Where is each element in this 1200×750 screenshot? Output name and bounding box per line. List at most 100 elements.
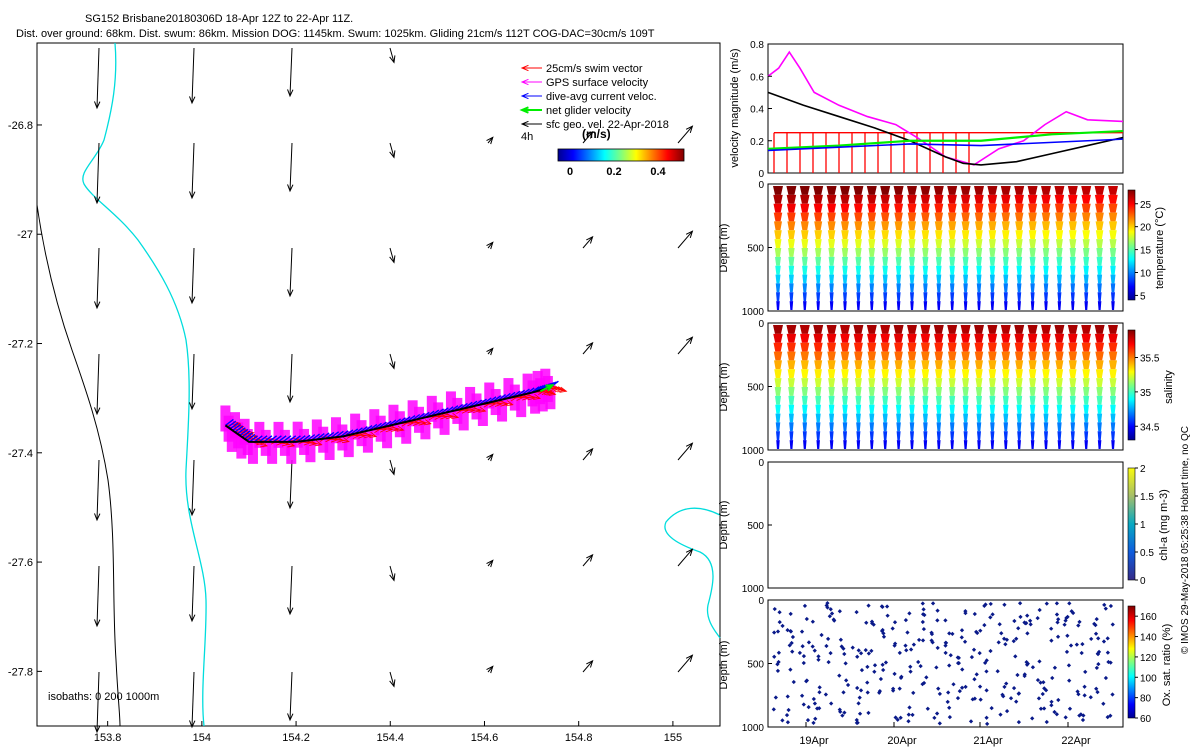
ox-point-6-5 bbox=[856, 701, 861, 706]
ox-point-15-2 bbox=[971, 647, 977, 652]
temp-content-seg-19-13 bbox=[1030, 301, 1035, 310]
sfc-arrow-5-6-head bbox=[586, 659, 594, 668]
sal-content-seg-7-5 bbox=[868, 369, 876, 379]
temp-content-seg-25-11 bbox=[1110, 283, 1116, 293]
legend-arrow-gps-head bbox=[520, 78, 529, 86]
ox-point-25-10 bbox=[1103, 675, 1109, 681]
ox-point-5-9 bbox=[842, 710, 847, 715]
temp-content-seg-18-11 bbox=[1016, 283, 1022, 293]
temp-content-seg-4-0 bbox=[826, 186, 837, 195]
sfc-arrow-2-1 bbox=[287, 142, 294, 193]
temp-content-seg-16-11 bbox=[990, 283, 995, 293]
sal-content-seg-10-9 bbox=[909, 404, 915, 414]
ox-point-11-2 bbox=[920, 619, 925, 625]
ox-point-2-9 bbox=[805, 718, 811, 723]
ox-point-19-11 bbox=[1025, 661, 1030, 666]
temp-content-seg-8-9 bbox=[882, 265, 888, 275]
ox-point-18-4 bbox=[1011, 686, 1017, 691]
sal-content-seg-23-7 bbox=[1082, 387, 1090, 396]
ox-point-12-2 bbox=[937, 691, 943, 696]
sal-content-seg-11-0 bbox=[920, 325, 931, 334]
net-glider-arrow bbox=[539, 384, 555, 393]
temp-content-seg-8-3 bbox=[880, 212, 890, 222]
sal-content-seg-20-2 bbox=[1041, 342, 1051, 352]
sal-content-seg-12-5 bbox=[935, 369, 943, 379]
sal-content-seg-5-7 bbox=[841, 387, 849, 396]
sfc-arrow-3-5 bbox=[389, 565, 396, 582]
sfc-arrow-3-2-head bbox=[389, 255, 396, 264]
temp-content-seg-0-2 bbox=[773, 203, 783, 213]
ox-point-8-1 bbox=[880, 662, 885, 667]
temp-content-seg-21-10 bbox=[1056, 274, 1062, 284]
ox-point-4-6 bbox=[824, 643, 829, 649]
title-line-2: Dist. over ground: 68km. Dist. swum: 86k… bbox=[16, 28, 655, 40]
temp-content-seg-19-9 bbox=[1029, 265, 1036, 275]
map-xtick-label-6: 155 bbox=[664, 732, 682, 744]
sfc-arrow-0-2-shaft bbox=[96, 247, 100, 309]
temp-content-seg-24-6 bbox=[1096, 239, 1104, 248]
temp-content-seg-13-1 bbox=[947, 194, 957, 204]
ox-cbar-label-3: 120 bbox=[1140, 653, 1157, 664]
temp-content-seg-9-5 bbox=[894, 230, 903, 240]
ox-point-13-7 bbox=[947, 663, 952, 668]
sal-content-seg-22-13 bbox=[1071, 440, 1075, 449]
sal-content-seg-7-1 bbox=[867, 333, 877, 343]
sal-content-seg-21-1 bbox=[1054, 333, 1065, 343]
ox-point-16-7 bbox=[982, 622, 987, 628]
sal-content-seg-2-12 bbox=[802, 431, 807, 441]
sal-content-seg-6-4 bbox=[854, 360, 863, 370]
sal-content-seg-11-4 bbox=[921, 360, 930, 370]
temp-content-seg-10-2 bbox=[907, 203, 917, 213]
ox-point-5-6 bbox=[838, 637, 843, 642]
sal-content-seg-21-0 bbox=[1054, 325, 1065, 334]
sfc-arrow-5-4-shaft bbox=[582, 448, 593, 461]
ox-point-9-5 bbox=[895, 717, 900, 722]
temp-content-seg-18-13 bbox=[1017, 301, 1021, 310]
ox-point-15-10 bbox=[972, 611, 977, 617]
temp-content-seg-24-4 bbox=[1095, 221, 1104, 231]
sal-content-seg-1-7 bbox=[788, 387, 795, 396]
ox-point-20-13 bbox=[1037, 607, 1042, 613]
sal-content-seg-18-0 bbox=[1014, 325, 1025, 334]
legend-arrow-net bbox=[519, 106, 542, 114]
temp-content-seg-0-5 bbox=[774, 230, 782, 240]
sfc-arrow-0-1-head bbox=[94, 196, 101, 205]
gps-vector-42 bbox=[465, 386, 476, 413]
sal-content-seg-25-0 bbox=[1108, 325, 1118, 334]
sfc-arrow-0-5-head bbox=[94, 619, 101, 628]
sal-content-seg-23-4 bbox=[1082, 360, 1091, 370]
ox-point-0-5 bbox=[773, 695, 778, 700]
ox-point-14-3 bbox=[957, 688, 962, 694]
temp-content-seg-7-3 bbox=[867, 212, 877, 222]
ox-point-6-12 bbox=[850, 645, 855, 650]
temp-content-seg-12-3 bbox=[934, 212, 944, 222]
legend-label-net: net glider velocity bbox=[546, 105, 631, 117]
sal-content-seg-25-2 bbox=[1108, 342, 1118, 352]
ox-point-18-11 bbox=[1018, 614, 1023, 619]
temp-content-seg-2-0 bbox=[799, 186, 810, 195]
ox-point-7-3 bbox=[866, 603, 871, 608]
ox-point-1-7 bbox=[784, 712, 790, 718]
sal-content-seg-19-13 bbox=[1030, 440, 1035, 449]
ox-point-6-1 bbox=[858, 651, 864, 656]
sal-content-seg-5-12 bbox=[843, 431, 847, 441]
sal-content-seg-13-5 bbox=[948, 369, 956, 379]
sal-content-seg-22-11 bbox=[1070, 422, 1076, 432]
ox-cbar-label-2: 100 bbox=[1140, 673, 1157, 684]
temp-content-seg-17-7 bbox=[1002, 248, 1010, 257]
ox-ticks-label-0: 0 bbox=[758, 596, 764, 607]
ox-point-11-10 bbox=[922, 612, 927, 618]
temp-content-seg-17-12 bbox=[1003, 292, 1008, 302]
sal-content-seg-3-13 bbox=[816, 440, 820, 449]
sfc-arrow-3-3-shaft bbox=[389, 353, 395, 369]
temp-content-seg-6-0 bbox=[853, 186, 864, 195]
sfc-arrow-4-3 bbox=[486, 347, 494, 356]
swim-vector-24-head bbox=[341, 437, 350, 444]
sal-content-seg-4-10 bbox=[829, 413, 835, 423]
temp-content-seg-24-9 bbox=[1096, 265, 1103, 275]
ox-point-25-8 bbox=[1110, 692, 1115, 697]
ox-point-13-5 bbox=[943, 650, 948, 656]
temp-content-seg-0-12 bbox=[776, 292, 780, 302]
sfc-arrow-3-6-head bbox=[389, 679, 396, 688]
oxygen-colorbar-ticks: 60 80 100 120 140 160 bbox=[1135, 612, 1157, 725]
